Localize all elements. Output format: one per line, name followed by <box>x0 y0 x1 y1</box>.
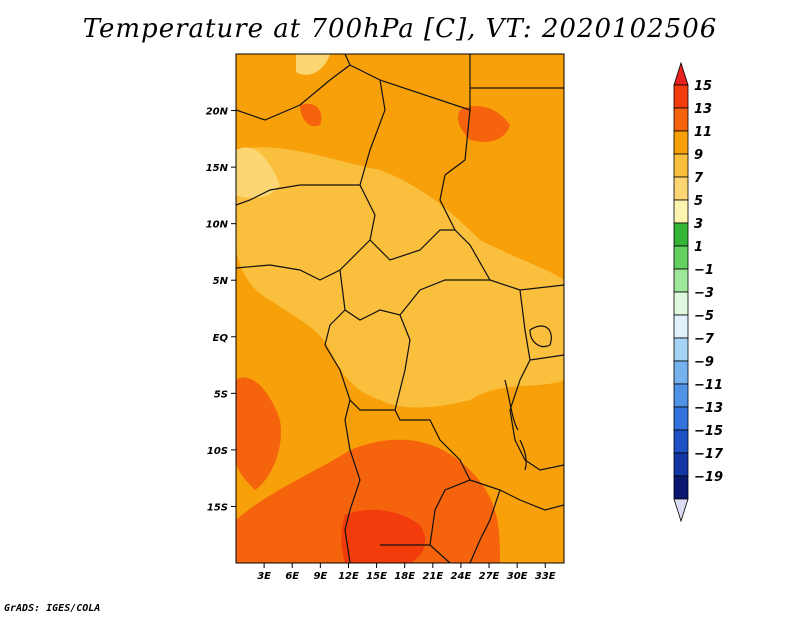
colorbar-swatch <box>673 107 689 132</box>
colorbar-swatch <box>673 199 689 224</box>
x-tick-label: 30E <box>507 571 528 582</box>
y-tick-label: 5S <box>214 389 228 400</box>
y-tick-label: 15N <box>206 163 229 174</box>
colorbar-swatch <box>673 429 689 454</box>
colorbar-label: −15 <box>694 424 723 439</box>
x-tick-label: 6E <box>285 571 299 582</box>
colorbar-label: 1 <box>694 240 703 255</box>
colorbar-label: 9 <box>694 148 703 163</box>
x-tick-label: 24E <box>451 571 472 582</box>
colorbar-swatch <box>673 383 689 408</box>
x-tick-label: 15E <box>366 571 387 582</box>
colorbar-label: 15 <box>694 79 712 94</box>
field-band-13-15 <box>341 509 426 563</box>
colorbar-label: −7 <box>694 332 715 347</box>
colorbar-swatch <box>673 337 689 362</box>
colorbar-label: −13 <box>694 401 723 416</box>
colorbar-top-arrow <box>673 61 689 86</box>
colorbar-swatch <box>673 176 689 201</box>
colorbar-swatch <box>673 245 689 270</box>
x-tick-label: 33E <box>535 571 556 582</box>
colorbar-label: −5 <box>694 309 714 324</box>
colorbar-swatch <box>673 406 689 431</box>
x-tick-label: 3E <box>257 571 271 582</box>
field-band-7-9 <box>236 147 564 408</box>
colorbar-swatch <box>673 291 689 316</box>
x-tick-label: 21E <box>422 571 443 582</box>
plot-frame <box>235 53 565 564</box>
y-tick-label: 5N <box>213 276 229 287</box>
field-band-5-7 <box>236 147 280 198</box>
field-band-11-13-west <box>236 377 281 490</box>
y-axis: 20N 15N 10N 5N EQ 5S 10S 15S <box>206 107 236 513</box>
field-band-11-13-south <box>236 439 500 563</box>
colorbar-label: 3 <box>694 217 703 232</box>
y-tick-label: 15S <box>207 502 228 513</box>
colorbar-label: −19 <box>694 470 723 485</box>
x-tick-label: 27E <box>479 571 500 582</box>
colorbar-bottom-arrow <box>673 498 689 523</box>
colorbar-label: −3 <box>694 286 714 301</box>
colorbar-swatch <box>673 222 689 247</box>
grads-credit: GrADS: IGES/COLA <box>4 603 101 614</box>
colorbar-label: 5 <box>694 194 703 209</box>
colorbar-label: 7 <box>694 171 704 186</box>
colorbar-swatch <box>673 153 689 178</box>
colorbar-swatch <box>673 268 689 293</box>
colorbar-swatch <box>673 84 689 109</box>
lake-outlines <box>504 325 552 471</box>
y-tick-label: EQ <box>213 333 229 344</box>
colorbar-label: 13 <box>694 102 712 117</box>
field-band-11-13-north <box>458 105 510 142</box>
colorbar: 15 13 11 9 7 5 3 1 −1 −3 −5 −7 −9 −11 −13 −15 −17 −19 <box>673 61 724 523</box>
colorbar-label: 11 <box>694 125 712 140</box>
y-tick-label: 10N <box>206 220 229 231</box>
country-borders <box>236 54 564 563</box>
x-tick-label: 9E <box>313 571 327 582</box>
x-tick-label: 18E <box>394 571 415 582</box>
colorbar-swatch <box>673 130 689 155</box>
colorbar-swatch <box>673 475 689 500</box>
colorbar-swatch <box>673 452 689 477</box>
colorbar-label: −17 <box>694 447 724 462</box>
y-tick-label: 20N <box>206 107 229 118</box>
map-area <box>236 54 564 563</box>
chart-title: Temperature at 700hPa [C], VT: 202010250… <box>82 14 718 44</box>
colorbar-swatch <box>673 314 689 339</box>
y-tick-label: 10S <box>207 446 228 457</box>
colorbar-label: −9 <box>694 355 714 370</box>
x-axis: 3E 6E 9E 12E 15E 18E 21E 24E 27E 30E 33E <box>257 563 556 582</box>
colorbar-label: −1 <box>694 263 714 278</box>
field-band-5-7-north <box>296 54 330 75</box>
colorbar-label: −11 <box>694 378 723 393</box>
x-tick-label: 12E <box>338 571 359 582</box>
field-band-11-13-nw <box>300 103 322 127</box>
colorbar-swatch <box>673 360 689 385</box>
